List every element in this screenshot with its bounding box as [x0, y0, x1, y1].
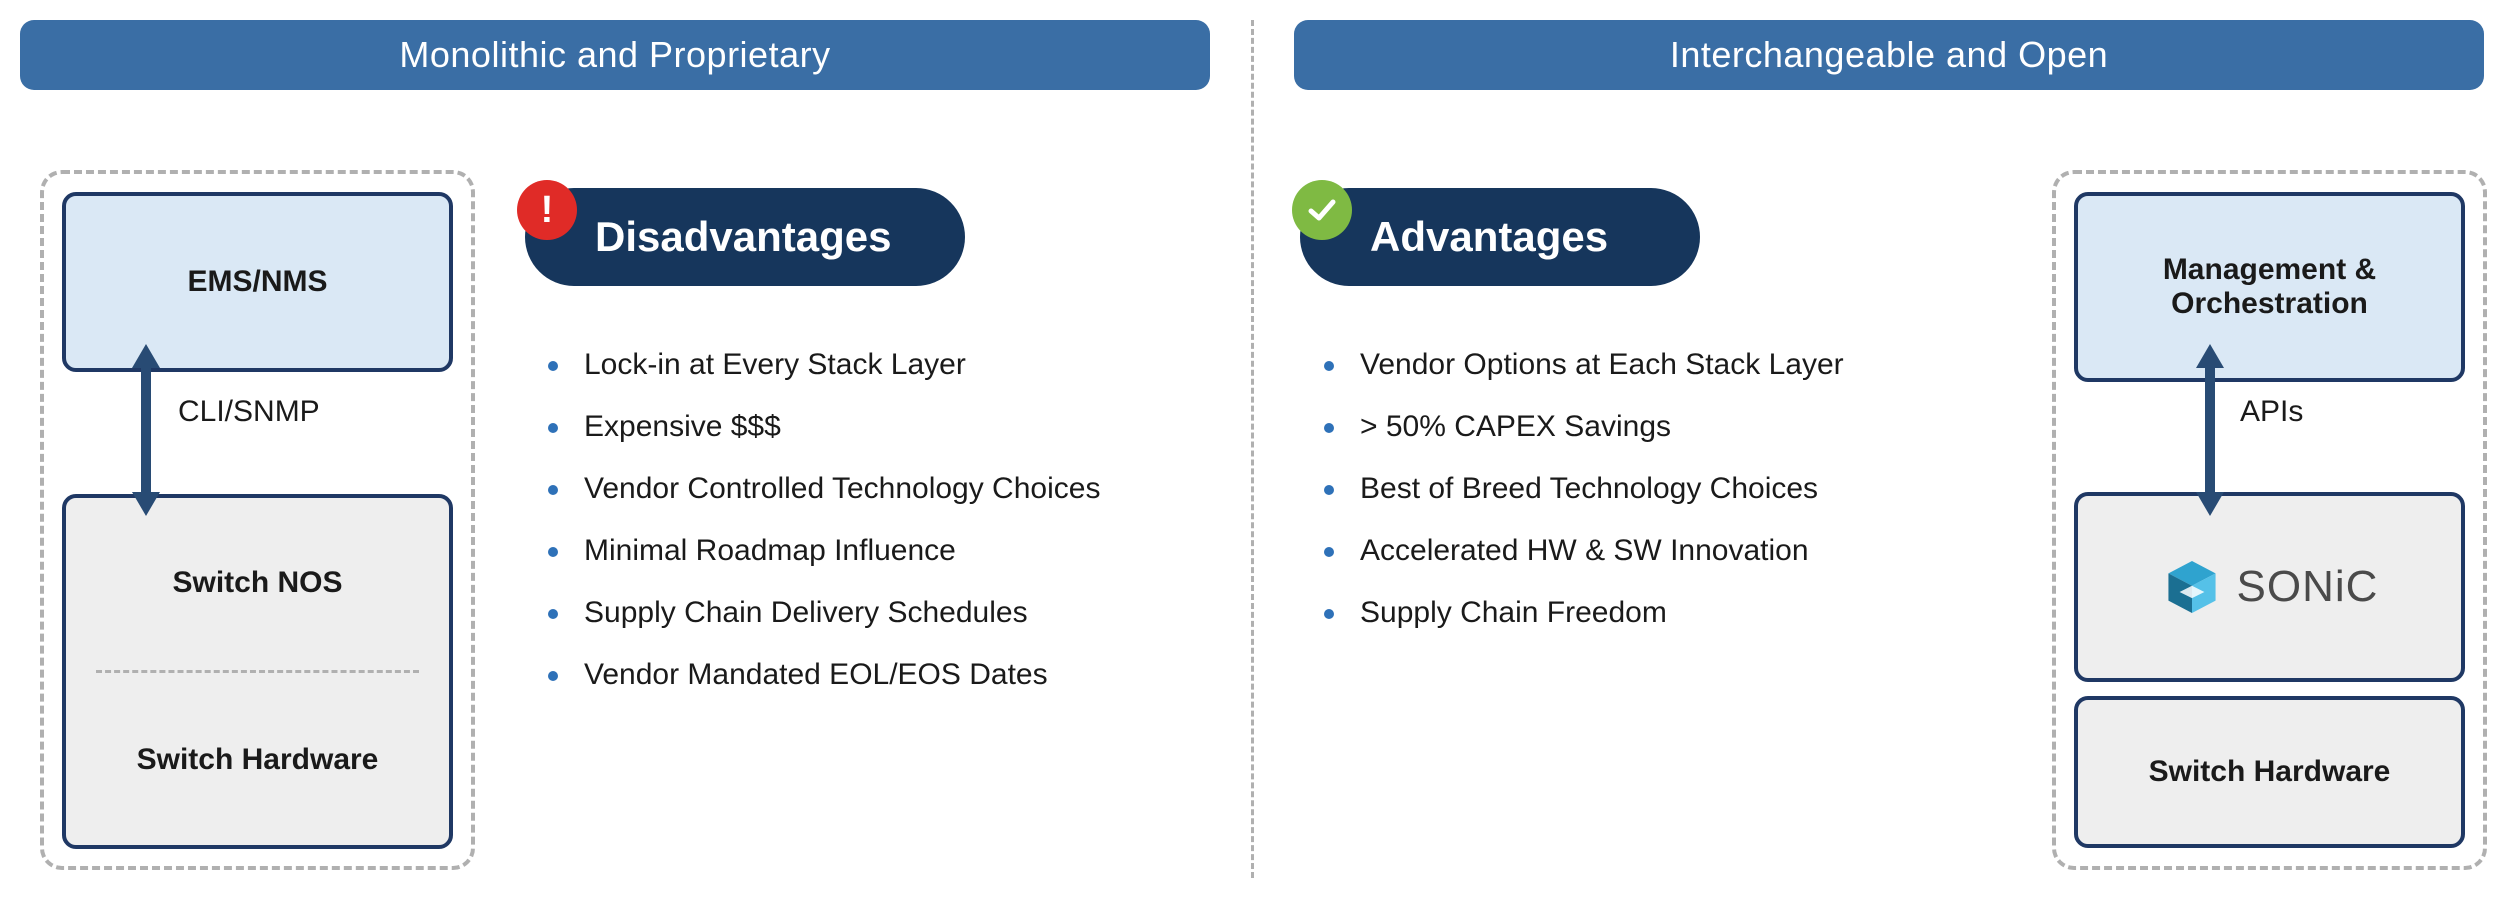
bullet-icon	[1324, 547, 1334, 557]
bullet-icon	[548, 671, 558, 681]
bullet-icon	[1324, 485, 1334, 495]
left-stack-container: EMS/NMS Switch NOS Switch Hardware	[40, 170, 475, 870]
left-switch-hardware-label: Switch Hardware	[137, 685, 379, 835]
left-stack-ems-nms: EMS/NMS	[62, 192, 453, 372]
bullet-text: Expensive $$$	[584, 412, 781, 442]
bullet-icon	[548, 547, 558, 557]
bullet-text: > 50% CAPEX Savings	[1360, 412, 1671, 442]
list-item: Vendor Mandated EOL/EOS Dates	[548, 660, 1208, 690]
list-item: Expensive $$$	[548, 412, 1208, 442]
sonic-logo-icon	[2161, 556, 2223, 618]
sonic-logo: SONiC	[2161, 556, 2379, 618]
check-icon	[1292, 180, 1352, 240]
left-stack-switch: Switch NOS Switch Hardware	[62, 494, 453, 849]
right-stack-sonic: SONiC	[2074, 492, 2465, 682]
list-item: Vendor Options at Each Stack Layer	[1324, 350, 1984, 380]
sonic-logo-text: SONiC	[2237, 562, 2379, 612]
bullet-text: Vendor Mandated EOL/EOS Dates	[584, 660, 1048, 690]
bullet-icon	[1324, 423, 1334, 433]
right-stack-hardware: Switch Hardware	[2074, 696, 2465, 848]
left-arrow-icon	[128, 344, 164, 521]
list-item: Supply Chain Delivery Schedules	[548, 598, 1208, 628]
right-panel: Interchangeable and Open Management & Or…	[1252, 0, 2504, 898]
bullet-text: Supply Chain Freedom	[1360, 598, 1667, 628]
right-protocol-label: APIs	[2240, 395, 2303, 429]
bullet-text: Minimal Roadmap Influence	[584, 536, 956, 566]
advantages-pill: Advantages	[1300, 188, 1700, 286]
bullet-text: Best of Breed Technology Choices	[1360, 474, 1818, 504]
advantages-list: Vendor Options at Each Stack Layer > 50%…	[1324, 350, 1984, 660]
bullet-text: Lock-in at Every Stack Layer	[584, 350, 966, 380]
disadvantages-pill: ! Disadvantages	[525, 188, 965, 286]
alert-icon: !	[517, 180, 577, 240]
disadvantages-title: Disadvantages	[595, 213, 891, 261]
bullet-text: Vendor Options at Each Stack Layer	[1360, 350, 1844, 380]
list-item: Vendor Controlled Technology Choices	[548, 474, 1208, 504]
bullet-text: Vendor Controlled Technology Choices	[584, 474, 1100, 504]
right-stack-container: Management & Orchestration SONiC Switch …	[2052, 170, 2487, 870]
bullet-text: Accelerated HW & SW Innovation	[1360, 536, 1809, 566]
disadvantages-list: Lock-in at Every Stack Layer Expensive $…	[548, 350, 1208, 722]
bullet-icon	[548, 423, 558, 433]
left-protocol-label: CLI/SNMP	[178, 395, 320, 429]
right-arrow-icon	[2192, 344, 2228, 521]
bullet-icon	[1324, 361, 1334, 371]
list-item: Best of Breed Technology Choices	[1324, 474, 1984, 504]
bullet-icon	[548, 609, 558, 619]
list-item: > 50% CAPEX Savings	[1324, 412, 1984, 442]
bullet-text: Supply Chain Delivery Schedules	[584, 598, 1028, 628]
comparison-diagram: Monolithic and Proprietary EMS/NMS Switc…	[0, 0, 2504, 898]
list-item: Supply Chain Freedom	[1324, 598, 1984, 628]
list-item: Lock-in at Every Stack Layer	[548, 350, 1208, 380]
right-stack-mgmt: Management & Orchestration	[2074, 192, 2465, 382]
left-header: Monolithic and Proprietary	[20, 20, 1210, 90]
list-item: Minimal Roadmap Influence	[548, 536, 1208, 566]
left-switch-inner-divider	[96, 670, 419, 673]
right-header: Interchangeable and Open	[1294, 20, 2484, 90]
bullet-icon	[548, 361, 558, 371]
left-switch-nos-label: Switch NOS	[172, 508, 342, 658]
advantages-title: Advantages	[1370, 213, 1608, 261]
bullet-icon	[1324, 609, 1334, 619]
bullet-icon	[548, 485, 558, 495]
list-item: Accelerated HW & SW Innovation	[1324, 536, 1984, 566]
left-panel: Monolithic and Proprietary EMS/NMS Switc…	[0, 0, 1252, 898]
